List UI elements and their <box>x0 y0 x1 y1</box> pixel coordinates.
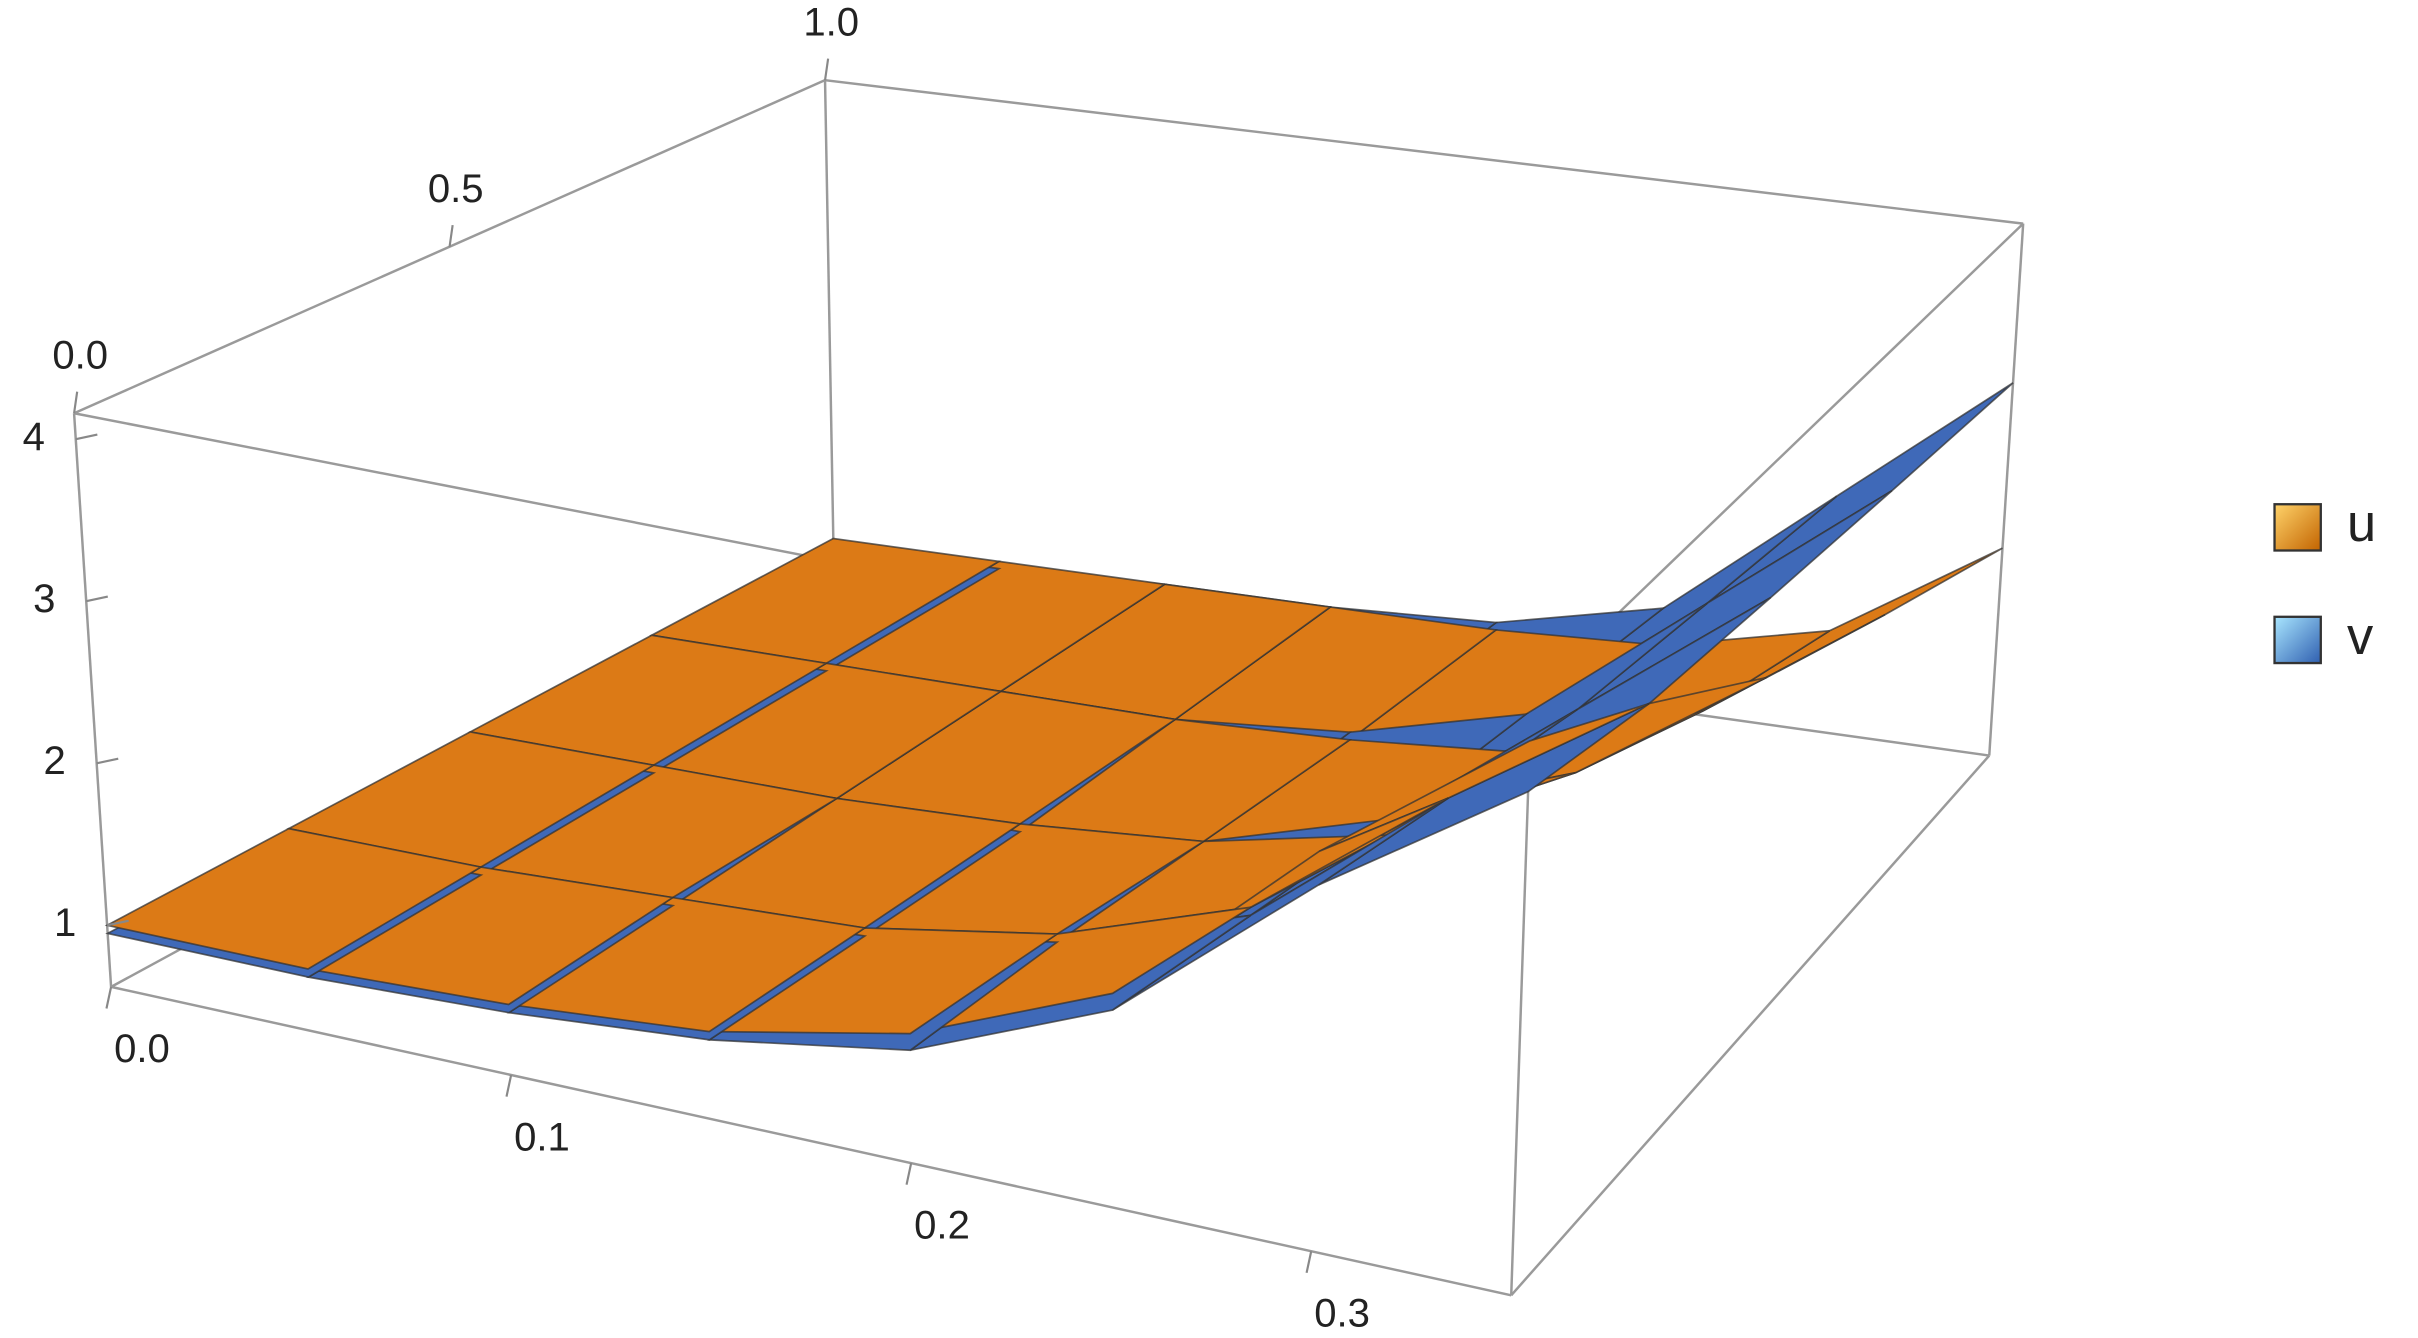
surface-patch <box>104 827 484 970</box>
x-tick <box>505 1074 513 1097</box>
z-tick-label: 2 <box>44 739 66 783</box>
legend-label: u <box>2347 495 2376 553</box>
surfaces <box>104 382 2014 1052</box>
y-tick-label: 0.0 <box>52 333 108 377</box>
y-tick <box>73 391 79 414</box>
box-edge <box>1510 754 1991 1297</box>
z-tick-label: 4 <box>23 415 45 459</box>
z-tick <box>85 595 109 603</box>
box-edge <box>1988 223 2025 756</box>
legend: uv <box>2273 495 2376 666</box>
box-edge <box>1510 696 1533 1296</box>
axes: 0.0 0.1 0.2 0.3 0.0 0.5 1.0 1 2 3 4 <box>23 0 1370 1335</box>
x-tick-label: 0.3 <box>1314 1292 1370 1336</box>
x-tick-label: 0.0 <box>114 1027 170 1071</box>
z-tick <box>96 757 119 765</box>
x-tick <box>1305 1251 1313 1274</box>
x-tick <box>905 1162 913 1185</box>
box-edge <box>72 413 113 987</box>
z-tick-label: 3 <box>33 577 55 621</box>
legend-swatch <box>2273 503 2322 552</box>
legend-swatch <box>2273 615 2322 665</box>
y-tick <box>823 58 830 81</box>
z-tick-label: 1 <box>54 901 76 945</box>
x-tick-label: 0.2 <box>914 1203 970 1247</box>
x-tick-label: 0.1 <box>514 1115 570 1159</box>
box-edge <box>110 985 1512 1297</box>
legend-label: v <box>2347 608 2374 666</box>
y-tick-label: 1.0 <box>803 0 859 44</box>
z-tick <box>75 433 98 441</box>
y-tick <box>448 224 454 247</box>
box-edge <box>823 80 836 594</box>
surface-patch <box>1706 382 2014 604</box>
x-tick <box>105 986 113 1009</box>
z-tick <box>106 919 129 927</box>
y-tick-label: 0.5 <box>428 167 484 211</box>
box-edge <box>824 78 2024 225</box>
